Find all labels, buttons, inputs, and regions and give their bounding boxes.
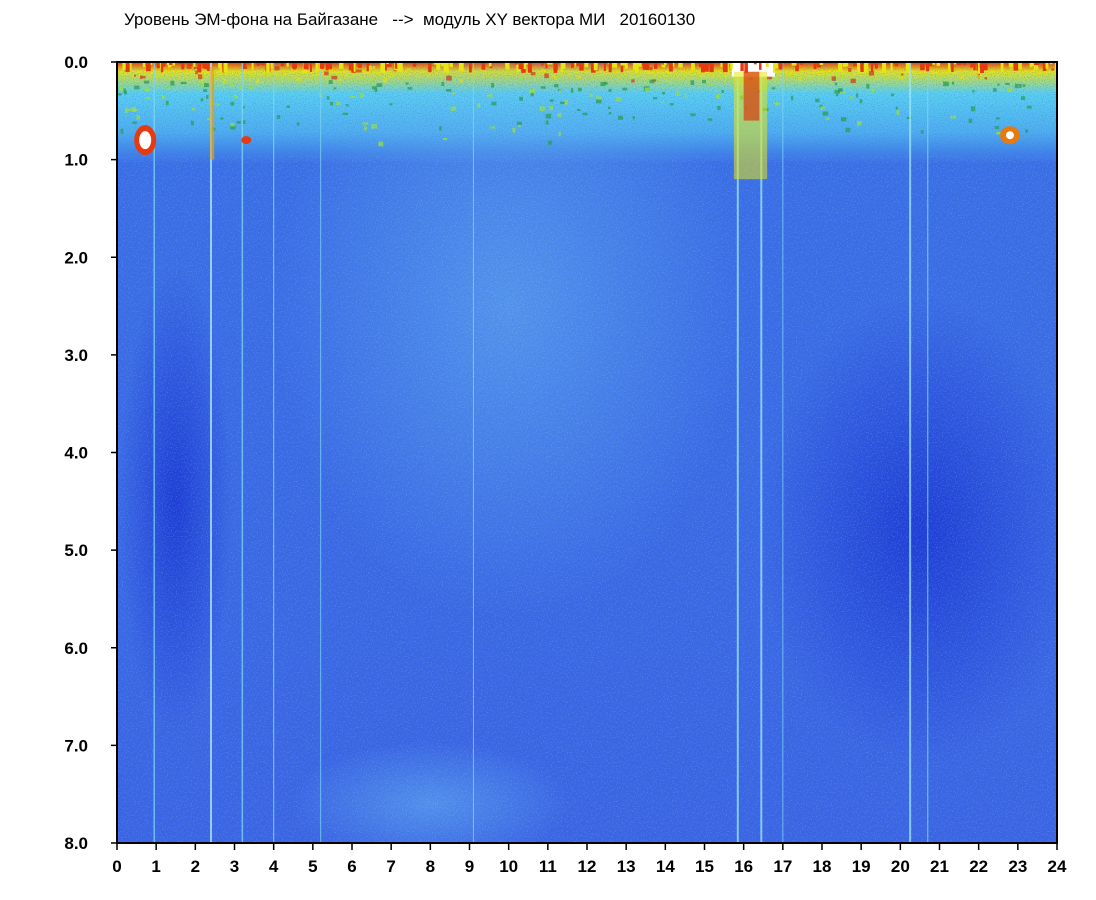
x-tick-label: 11 xyxy=(539,857,557,876)
x-tick-label: 20 xyxy=(891,857,910,876)
x-tick-label: 17 xyxy=(773,857,792,876)
x-tick-label: 13 xyxy=(617,857,636,876)
chart-title: Уровень ЭМ-фона на Байгазане --> модуль … xyxy=(124,10,696,29)
x-tick-label: 4 xyxy=(269,857,279,876)
y-tick-label: 3.0 xyxy=(64,346,88,365)
x-tick-label: 16 xyxy=(734,857,753,876)
x-tick-label: 23 xyxy=(1008,857,1027,876)
y-tick-label: 1.0 xyxy=(64,151,88,170)
y-tick-label: 0.0 xyxy=(64,53,88,72)
y-tick-label: 5.0 xyxy=(64,541,88,560)
x-axis: 0 1 2 3 4 5 6 7 8 9 10 11 12 13 14 15 16 17 18 19 20 21 22 23 24 xyxy=(112,843,1067,876)
x-tick-label: 8 xyxy=(426,857,435,876)
x-tick-label: 24 xyxy=(1048,857,1067,876)
x-tick-label: 2 xyxy=(191,857,200,876)
spots xyxy=(134,125,1020,156)
x-tick-label: 3 xyxy=(230,857,239,876)
x-tick-label: 22 xyxy=(969,857,988,876)
top-hot-edge xyxy=(122,62,1057,73)
x-tick-label: 21 xyxy=(930,857,949,876)
dropout-streak xyxy=(731,62,775,180)
vertical-streaks xyxy=(153,62,929,843)
x-tick-label: 14 xyxy=(656,857,675,876)
x-tick-label: 7 xyxy=(386,857,395,876)
x-tick-label: 18 xyxy=(813,857,832,876)
y-axis: 0.0 1.0 2.0 3.0 4.0 5.0 6.0 7.0 8.0 xyxy=(64,53,117,853)
x-tick-label: 15 xyxy=(695,857,714,876)
x-tick-label: 1 xyxy=(151,857,160,876)
y-tick-label: 4.0 xyxy=(64,444,88,463)
y-tick-label: 7.0 xyxy=(64,736,88,755)
streak-2-4h xyxy=(210,66,215,160)
y-tick-label: 2.0 xyxy=(64,248,88,267)
x-tick-label: 6 xyxy=(347,857,356,876)
y-tick-label: 6.0 xyxy=(64,639,88,658)
plot-area xyxy=(117,62,1057,843)
x-tick-label: 0 xyxy=(112,857,121,876)
x-tick-label: 10 xyxy=(499,857,518,876)
x-tick-label: 9 xyxy=(465,857,474,876)
x-tick-label: 19 xyxy=(852,857,871,876)
noise-light xyxy=(117,155,1057,843)
x-tick-label: 12 xyxy=(578,857,597,876)
y-tick-label: 8.0 xyxy=(64,834,88,853)
x-tick-label: 5 xyxy=(308,857,317,876)
